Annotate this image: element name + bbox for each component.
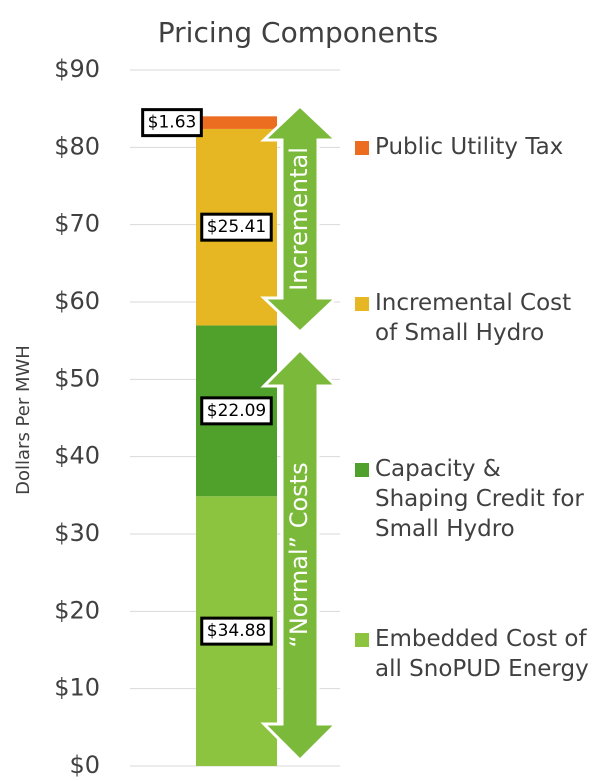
y-tick-label: $60 (54, 287, 100, 315)
y-tick-label: $0 (69, 751, 100, 779)
y-tick-label: $10 (54, 674, 100, 702)
y-axis-label: Dollars Per MWH (13, 345, 34, 495)
legend-label: Capacity & Shaping Credit for Small Hydr… (375, 456, 584, 542)
y-tick-label: $30 (54, 519, 100, 547)
y-tick-label: $20 (54, 596, 100, 624)
y-tick-label: $50 (54, 364, 100, 392)
legend-item: Capacity & Shaping Credit for Small Hydr… (355, 454, 595, 544)
chart-title: Pricing Components (158, 16, 438, 49)
legend-swatch (355, 633, 369, 647)
legend-swatch (355, 141, 369, 155)
legend-swatch (355, 297, 369, 311)
legend-label: Public Utility Tax (375, 134, 564, 160)
value-label-box (141, 108, 203, 138)
value-label-box (200, 212, 273, 242)
annotation: Incremental (285, 147, 313, 291)
value-label-box (200, 396, 273, 426)
value-label-box (200, 616, 273, 646)
value-label: $34.88 (200, 616, 273, 646)
y-tick-label: $90 (54, 55, 100, 83)
y-tick-label: $70 (54, 210, 100, 238)
y-tick-label: $80 (54, 132, 100, 160)
value-label: $1.63 (141, 108, 203, 138)
legend-item: Incremental Cost of Small Hydro (355, 288, 595, 348)
value-label-text: $22.09 (207, 401, 266, 421)
value-label: $25.41 (200, 212, 273, 242)
arrow-normal (260, 347, 340, 763)
legend-label: Incremental Cost of Small Hydro (375, 290, 572, 346)
legend-item: Embedded Cost of all SnoPUD Energy (355, 624, 595, 684)
legend-label: Embedded Cost of all SnoPUD Energy (375, 626, 589, 682)
annotation: “Normal” Costs (285, 462, 313, 647)
bar-segment (196, 116, 277, 129)
value-label: $22.09 (200, 396, 273, 426)
value-label-text: $1.63 (148, 113, 197, 133)
arrow-incremental (260, 103, 340, 335)
y-tick-label: $40 (54, 442, 100, 470)
value-label-text: $34.88 (207, 621, 266, 641)
legend-swatch (355, 463, 369, 477)
value-label-text: $25.41 (207, 217, 266, 237)
legend-item: Public Utility Tax (355, 132, 595, 162)
